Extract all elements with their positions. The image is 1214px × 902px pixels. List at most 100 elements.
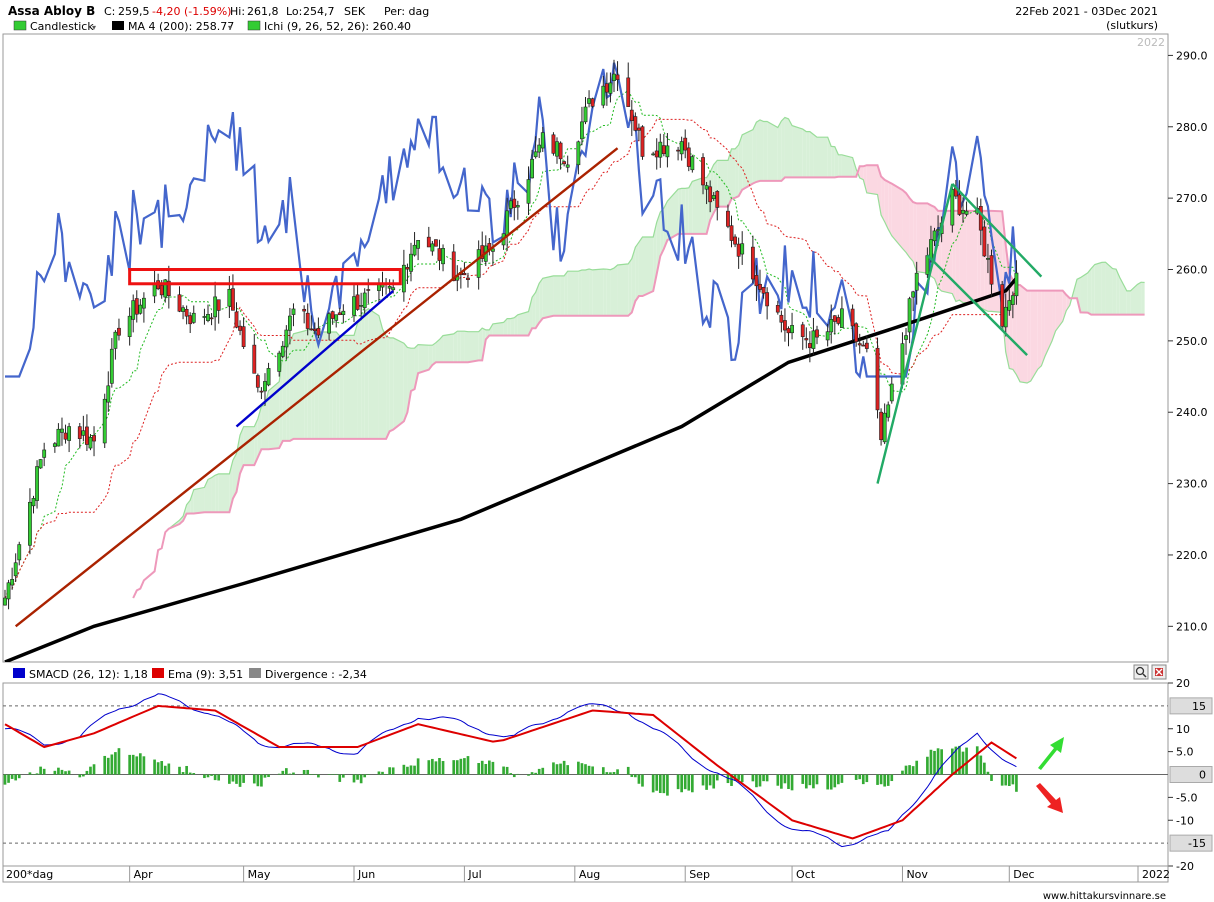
cloud-segment bbox=[414, 344, 419, 390]
close-panel-icon[interactable] bbox=[1151, 664, 1167, 680]
hist-bar bbox=[979, 755, 983, 775]
candle bbox=[679, 136, 684, 161]
hist-bar bbox=[915, 760, 919, 775]
candle bbox=[964, 201, 969, 217]
candle bbox=[405, 263, 410, 285]
candle bbox=[533, 136, 538, 159]
year-watermark: 2022 bbox=[1137, 36, 1165, 49]
dropdown-arrow-icon[interactable]: ▾ bbox=[400, 23, 404, 32]
candle bbox=[312, 322, 317, 335]
hist-bar bbox=[1007, 774, 1011, 786]
y-tick-label: 0 bbox=[1199, 769, 1206, 782]
hist-bar bbox=[131, 754, 135, 775]
price-axis: 290.0 280.0 270.0 260.0 250.0 240.0 230.0 220.0… bbox=[1168, 49, 1208, 633]
candle bbox=[302, 305, 307, 324]
hist-bar bbox=[901, 770, 904, 775]
candle bbox=[56, 423, 61, 447]
legend-smacd[interactable]: SMACD (26, 12): 1,18 bbox=[29, 668, 148, 681]
hist-bar bbox=[505, 766, 509, 775]
hist-bar bbox=[452, 760, 456, 775]
candle bbox=[412, 232, 417, 257]
hist-bar bbox=[666, 774, 669, 796]
candle bbox=[288, 307, 292, 345]
hist-bar bbox=[961, 751, 965, 775]
hist-bar bbox=[904, 765, 908, 775]
dropdown-arrow-icon[interactable]: ▾ bbox=[92, 23, 96, 32]
candle bbox=[141, 292, 146, 323]
cloud-segment bbox=[368, 308, 379, 439]
hist-bar bbox=[235, 774, 238, 784]
hist-bar bbox=[438, 758, 441, 775]
candle bbox=[729, 215, 734, 248]
candle bbox=[291, 303, 296, 327]
hist-bar bbox=[206, 774, 210, 778]
hist-bar bbox=[950, 748, 954, 775]
cloud-segment bbox=[443, 333, 454, 363]
low-label: Lo: bbox=[286, 5, 302, 18]
cloud-segment bbox=[186, 500, 191, 514]
hist-bar bbox=[53, 770, 57, 775]
level-badge bbox=[1169, 834, 1213, 852]
year-label: 2022 bbox=[1142, 868, 1170, 881]
legend-divergence[interactable]: Divergence : -2,34 bbox=[265, 668, 367, 681]
cloud-segment bbox=[293, 330, 305, 439]
magnify-icon[interactable] bbox=[1133, 664, 1149, 680]
cloud-segment bbox=[827, 137, 832, 178]
hist-bar bbox=[933, 750, 936, 775]
hist-bar bbox=[217, 774, 221, 781]
cloud-segment bbox=[560, 275, 565, 316]
cloud-segment bbox=[1037, 290, 1042, 370]
cloud-segment bbox=[211, 475, 216, 513]
hist-bar bbox=[366, 774, 370, 775]
candle bbox=[10, 567, 15, 590]
hist-bar bbox=[92, 764, 96, 775]
legend-candlestick[interactable]: Candlestick bbox=[30, 20, 94, 33]
candle bbox=[85, 414, 89, 451]
candle bbox=[864, 335, 869, 353]
cloud-segment bbox=[1087, 268, 1092, 315]
candle bbox=[166, 265, 171, 309]
candle bbox=[982, 220, 987, 258]
cloud-segment bbox=[1080, 272, 1088, 313]
hist-bar bbox=[512, 774, 516, 778]
cloud-segment bbox=[232, 453, 237, 499]
candle bbox=[807, 331, 812, 363]
dropdown-arrow-icon[interactable]: ▾ bbox=[228, 23, 232, 32]
candle bbox=[337, 307, 342, 316]
cloud-segment bbox=[282, 350, 287, 441]
cloud-segment bbox=[589, 269, 593, 316]
candle bbox=[775, 300, 780, 315]
candle bbox=[181, 305, 185, 320]
cloud-segment bbox=[532, 292, 536, 329]
hist-bar bbox=[317, 774, 320, 778]
cloud-segment bbox=[268, 381, 280, 450]
candle bbox=[234, 302, 239, 329]
hist-bar bbox=[1015, 774, 1018, 792]
legend-ema[interactable]: Ema (9): 3,51 bbox=[168, 668, 243, 681]
candle bbox=[330, 310, 335, 325]
candle bbox=[832, 315, 837, 335]
candle bbox=[576, 140, 581, 175]
candle bbox=[704, 181, 709, 205]
legend-ma[interactable]: MA 4 (200): 258.77 bbox=[128, 20, 234, 33]
hist-bar bbox=[10, 774, 14, 779]
hist-bar bbox=[281, 770, 285, 775]
candle bbox=[266, 362, 271, 387]
cloud-segment bbox=[592, 269, 604, 316]
candle bbox=[106, 371, 111, 412]
hist-bar bbox=[352, 774, 356, 783]
cloud-segment bbox=[816, 137, 828, 178]
hist-bar bbox=[708, 774, 712, 786]
candle bbox=[1000, 280, 1005, 330]
candle bbox=[35, 460, 39, 509]
candle bbox=[305, 303, 310, 336]
legend-ichi[interactable]: Ichi (9, 26, 52, 26): 260.40 bbox=[264, 20, 411, 33]
cloud-segment bbox=[963, 210, 967, 303]
candle bbox=[733, 234, 737, 248]
y-tick-label: -5.0 bbox=[1176, 791, 1197, 804]
date-range: 22Feb 2021 - 03Dec 2021 bbox=[1015, 5, 1158, 18]
hist-bar bbox=[530, 772, 534, 775]
hist-bar bbox=[601, 767, 605, 775]
candle bbox=[434, 239, 438, 247]
hist-bar bbox=[484, 763, 488, 775]
